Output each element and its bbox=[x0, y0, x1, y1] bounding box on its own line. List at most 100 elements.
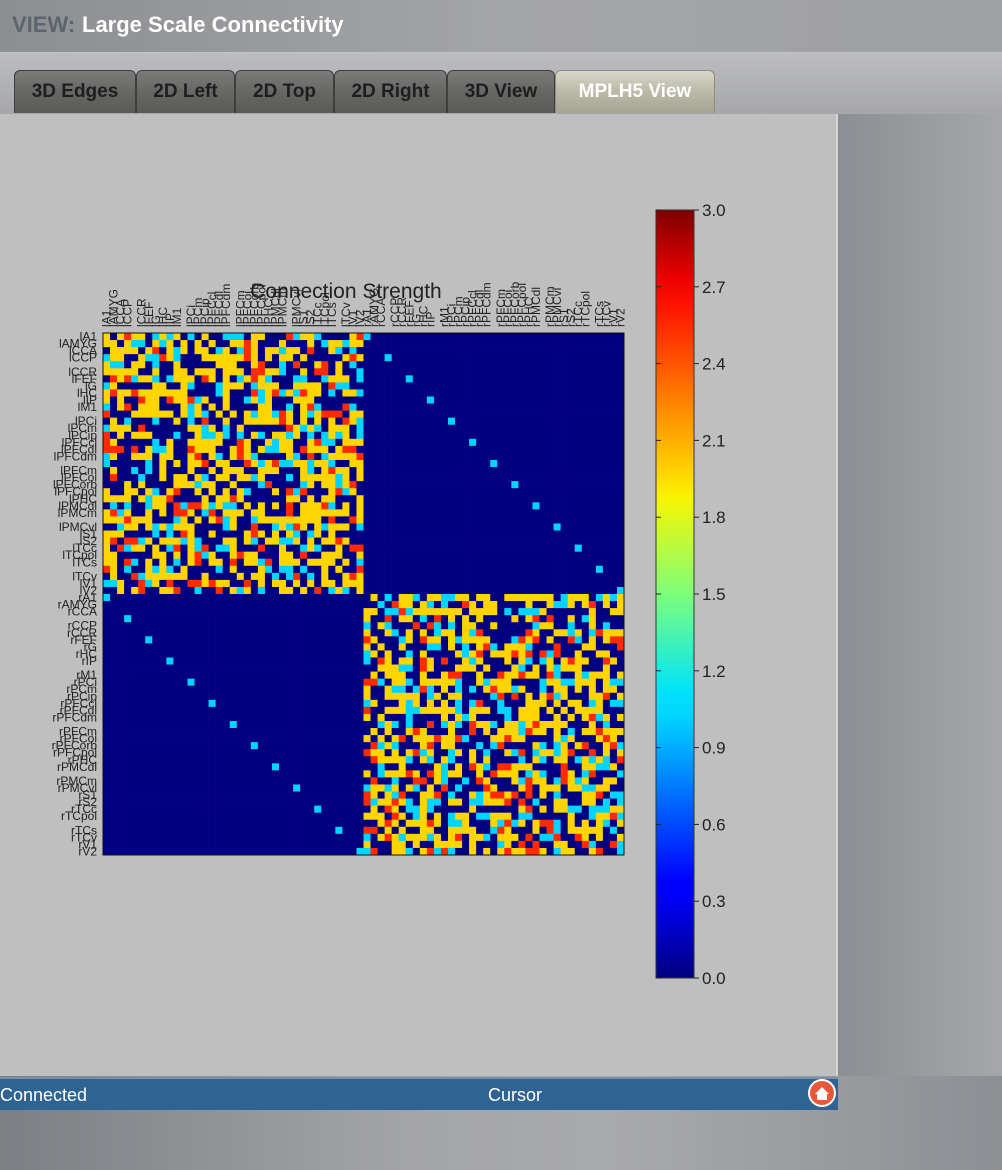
matrix-cell bbox=[124, 474, 132, 482]
matrix-cell bbox=[257, 579, 266, 588]
matrix-cell bbox=[405, 502, 414, 510]
matrix-cell bbox=[553, 481, 561, 489]
matrix-cell bbox=[483, 509, 491, 517]
matrix-cell bbox=[574, 594, 583, 602]
matrix-cell bbox=[483, 410, 491, 418]
matrix-cell bbox=[307, 735, 315, 743]
matrix-cell bbox=[511, 537, 519, 545]
matrix-cell bbox=[356, 763, 364, 771]
matrix-cell bbox=[588, 756, 597, 764]
row-label: rCCR bbox=[67, 626, 97, 640]
matrix-cell bbox=[356, 516, 364, 524]
matrix-cell bbox=[180, 361, 188, 369]
matrix-cell bbox=[293, 770, 301, 778]
matrix-cell bbox=[124, 622, 132, 630]
matrix-cell bbox=[222, 629, 231, 637]
matrix-cell bbox=[250, 551, 259, 560]
matrix-cell bbox=[532, 713, 540, 722]
matrix-cell bbox=[152, 375, 160, 383]
matrix-cell bbox=[243, 340, 252, 348]
connectivity-matrix[interactable] bbox=[103, 333, 625, 856]
matrix-cell bbox=[356, 572, 364, 581]
matrix-cell bbox=[426, 579, 435, 588]
matrix-cell bbox=[145, 495, 153, 503]
matrix-cell bbox=[462, 474, 470, 482]
matrix-cell bbox=[180, 354, 188, 362]
tab-2d-top[interactable]: 2D Top bbox=[235, 70, 334, 113]
matrix-cell bbox=[363, 438, 371, 447]
tab-mplh5-view[interactable]: MPLH5 View bbox=[555, 70, 715, 113]
matrix-cell bbox=[222, 615, 231, 623]
matrix-cell bbox=[433, 706, 442, 715]
matrix-cell bbox=[504, 389, 512, 397]
matrix-cell bbox=[412, 544, 421, 552]
matrix-cell bbox=[560, 784, 568, 792]
matrix-cell bbox=[314, 608, 322, 616]
matrix-cell bbox=[455, 459, 463, 468]
matrix-cell bbox=[377, 608, 385, 616]
matrix-cell bbox=[588, 340, 597, 348]
matrix-cell bbox=[518, 509, 526, 517]
matrix-cell bbox=[271, 650, 280, 658]
matrix-cell bbox=[293, 678, 301, 686]
matrix-cell bbox=[412, 438, 421, 447]
matrix-cell bbox=[229, 523, 238, 531]
matrix-cell bbox=[433, 474, 442, 482]
matrix-cell bbox=[131, 537, 139, 545]
matrix-cell bbox=[574, 354, 583, 362]
matrix-cell bbox=[609, 459, 618, 468]
plot-panel[interactable]: Connection Strength lA1 lAMYG lCCA lCCP lCCR… bbox=[0, 114, 838, 1076]
matrix-cell bbox=[250, 474, 259, 482]
matrix-cell bbox=[328, 474, 336, 482]
matrix-cell bbox=[286, 586, 294, 595]
matrix-cell bbox=[377, 742, 385, 750]
matrix-cell bbox=[553, 417, 561, 425]
matrix-cell bbox=[391, 763, 399, 771]
matrix-cell bbox=[349, 671, 357, 679]
tab-2d-left[interactable]: 2D Left bbox=[136, 70, 235, 113]
matrix-cell bbox=[194, 389, 202, 397]
tab-3d-edges[interactable]: 3D Edges bbox=[14, 70, 136, 113]
matrix-cell bbox=[250, 636, 259, 644]
matrix-cell bbox=[300, 664, 308, 672]
matrix-cell bbox=[321, 495, 329, 503]
matrix-cell bbox=[518, 770, 526, 778]
matrix-cell bbox=[490, 671, 498, 679]
matrix-cell bbox=[250, 699, 259, 708]
matrix-cell bbox=[173, 403, 181, 411]
matrix-cell bbox=[300, 699, 308, 708]
matrix-cell bbox=[124, 678, 132, 686]
matrix-cell bbox=[581, 438, 590, 447]
matrix-cell bbox=[236, 488, 245, 496]
matrix-cell bbox=[145, 615, 153, 623]
tab-3d-view[interactable]: 3D View bbox=[447, 70, 555, 113]
matrix-cell bbox=[279, 636, 287, 644]
matrix-cell bbox=[609, 361, 618, 369]
matrix-cell bbox=[391, 452, 399, 461]
matrix-cell bbox=[504, 438, 512, 447]
matrix-cell bbox=[609, 777, 618, 785]
matrix-cell bbox=[201, 558, 209, 567]
matrix-cell bbox=[335, 728, 343, 736]
matrix-cell bbox=[356, 706, 364, 715]
matrix-cell bbox=[208, 417, 216, 425]
matrix-cell bbox=[173, 579, 181, 588]
matrix-cell bbox=[349, 565, 357, 574]
matrix-cell bbox=[159, 664, 167, 672]
matrix-cell bbox=[103, 382, 111, 390]
matrix-cell bbox=[447, 784, 456, 792]
matrix-cell bbox=[349, 375, 357, 383]
matrix-cell bbox=[504, 629, 512, 637]
matrix-cell bbox=[532, 445, 540, 454]
matrix-cell bbox=[173, 629, 181, 637]
matrix-cell bbox=[412, 474, 421, 482]
matrix-cell bbox=[138, 720, 146, 729]
matrix-cell bbox=[314, 629, 322, 637]
matrix-cell bbox=[159, 650, 167, 658]
matrix-cell bbox=[391, 375, 399, 383]
matrix-cell bbox=[286, 735, 294, 743]
tab-2d-right[interactable]: 2D Right bbox=[334, 70, 447, 113]
matrix-cell bbox=[363, 629, 371, 637]
matrix-cell bbox=[307, 530, 315, 538]
matrix-cell bbox=[321, 565, 329, 574]
